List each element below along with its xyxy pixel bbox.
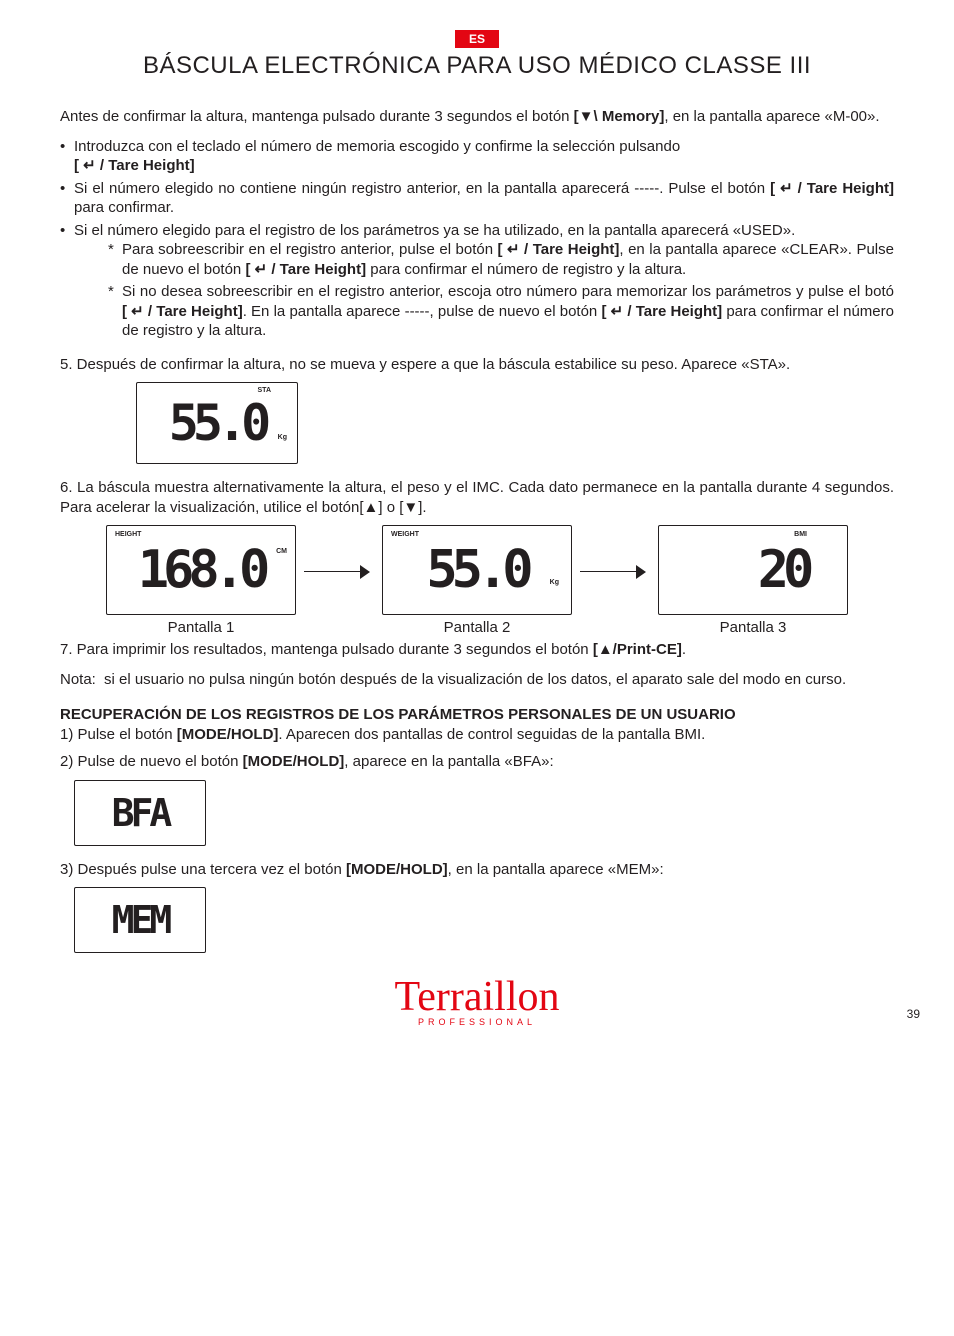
step-5: 5. Después de confirmar la altura, no se…: [60, 355, 894, 375]
display-bfa-wrap: BFA: [74, 780, 894, 846]
step6-a: 6. La báscula muestra alternativamente l…: [60, 479, 894, 516]
note-block: Nota: si el usuario no pulsa ningún botó…: [60, 670, 894, 690]
mode-hold-button-1: [MODE/HOLD]: [177, 726, 279, 743]
lcd-weight-unit: Kg: [550, 579, 559, 586]
caption-1: Pantalla 1: [106, 619, 296, 636]
b3s1-a: Para sobreescribir en el registro anteri…: [122, 241, 498, 258]
step6-mid: ] o [: [378, 499, 403, 516]
display-col-3: BMI 20 Pantalla 3: [658, 525, 848, 636]
b3s1-btn2: [ ↵ / Tare Height]: [245, 261, 366, 278]
b3s2-btn2: [ ↵ / Tare Height]: [601, 303, 722, 320]
section-heading: RECUPERACIÓN DE LOS REGISTROS DE LOS PAR…: [60, 706, 894, 723]
step6-b: ].: [418, 499, 426, 516]
note-body: si el usuario no pulsa ningún botón desp…: [60, 670, 894, 690]
print-ce-button-label: [▲/Print-CE]: [593, 641, 682, 658]
s3-a: 3) Después pulse una tercera vez el botó…: [60, 861, 346, 878]
lcd-weight-value: 55.0: [426, 540, 527, 600]
caption-3: Pantalla 3: [658, 619, 848, 636]
b3s1-c: para confirmar el número de registro y l…: [366, 261, 686, 278]
s1-a: 1) Pulse el botón: [60, 726, 177, 743]
caption-2: Pantalla 2: [382, 619, 572, 636]
page-title: BÁSCULA ELECTRÓNICA PARA USO MÉDICO CLAS…: [60, 52, 894, 80]
step-7: 7. Para imprimir los resultados, manteng…: [60, 640, 894, 660]
up-triangle-icon: ▲: [364, 499, 379, 516]
lcd-mem: MEM: [74, 887, 206, 953]
mode-hold-button-3: [MODE/HOLD]: [346, 861, 448, 878]
s1-b: . Aparecen dos pantallas de control segu…: [278, 726, 705, 743]
lcd-height: HEIGHT 168.0 CM: [106, 525, 296, 615]
bullet-1: Introduzca con el teclado el número de m…: [60, 137, 894, 176]
page-header: ES BÁSCULA ELECTRÓNICA PARA USO MÉDICO C…: [60, 30, 894, 80]
step7-b: .: [682, 641, 686, 658]
step-6: 6. La báscula muestra alternativamente l…: [60, 478, 894, 517]
lcd-bmi: BMI 20: [658, 525, 848, 615]
b3s2-b: . En la pantalla aparece -----, pulse de…: [243, 303, 602, 320]
document-page: ES BÁSCULA ELECTRÓNICA PARA USO MÉDICO C…: [0, 0, 954, 1047]
brand-subtitle: PROFESSIONAL: [60, 1017, 894, 1027]
lcd-mem-value: MEM: [112, 898, 169, 942]
tare-height-button-1: [ ↵ / Tare Height]: [74, 157, 195, 174]
step-s1: 1) Pulse el botón [MODE/HOLD]. Aparecen …: [60, 725, 894, 745]
tare-height-button-2: [ ↵ / Tare Height]: [770, 180, 894, 197]
brand-name: Terraillon: [60, 973, 894, 1021]
memory-button-label: [▼\ Memory]: [574, 108, 665, 125]
step7-a: 7. Para imprimir los resultados, manteng…: [60, 641, 593, 658]
bullet-3: Si el número elegido para el registro de…: [60, 221, 894, 341]
display-mem-wrap: MEM: [74, 887, 894, 953]
arrow-icon-2: [580, 567, 650, 577]
step-s2: 2) Pulse de nuevo el botón [MODE/HOLD], …: [60, 752, 894, 772]
intro-text-b: , en la pantalla aparece «M-00».: [664, 108, 879, 125]
lcd-height-unit: CM: [276, 548, 287, 555]
display-row-3: HEIGHT 168.0 CM Pantalla 1 WEIGHT 55.0 K…: [60, 525, 894, 636]
bullet-3-text: Si el número elegido para el registro de…: [74, 222, 795, 239]
lcd-display-sta: STA 55.0 Kg: [136, 382, 298, 464]
b3s2-a: Si no desea sobreescribir en el registro…: [122, 283, 894, 300]
bullet-3-sub-2: Si no desea sobreescribir en el registro…: [74, 282, 894, 341]
lcd-sta-unit: Kg: [278, 434, 287, 441]
lcd-bmi-label: BMI: [794, 531, 807, 538]
bullet-list: Introduzca con el teclado el número de m…: [60, 137, 894, 341]
down-triangle-icon: ▼: [403, 499, 418, 516]
s3-b: , en la pantalla aparece «MEM»:: [448, 861, 664, 878]
lcd-bfa-value: BFA: [112, 791, 169, 835]
display-col-1: HEIGHT 168.0 CM Pantalla 1: [106, 525, 296, 636]
lcd-sta-value: 55.0: [169, 394, 265, 452]
lcd-weight: WEIGHT 55.0 Kg: [382, 525, 572, 615]
note-label: Nota:: [60, 671, 96, 688]
b3s2-btn: [ ↵ / Tare Height]: [122, 303, 243, 320]
bullet-3-sub-1: Para sobreescribir en el registro anteri…: [74, 240, 894, 279]
bullet-1-text: Introduzca con el teclado el número de m…: [74, 138, 680, 155]
intro-paragraph: Antes de confirmar la altura, mantenga p…: [60, 108, 894, 127]
display-single-wrap: STA 55.0 Kg: [136, 382, 894, 464]
mode-hold-button-2: [MODE/HOLD]: [243, 753, 345, 770]
page-number: 39: [907, 1007, 920, 1021]
lcd-bmi-value: 20: [698, 540, 809, 600]
step-s3: 3) Después pulse una tercera vez el botó…: [60, 860, 894, 880]
bullet-2-text-b: para confirmar.: [74, 199, 174, 216]
lcd-height-label: HEIGHT: [115, 531, 141, 538]
display-col-2: WEIGHT 55.0 Kg Pantalla 2: [382, 525, 572, 636]
bullet-2-text-a: Si el número elegido no contiene ningún …: [74, 180, 770, 197]
lcd-weight-label: WEIGHT: [391, 531, 419, 538]
intro-text-a: Antes de confirmar la altura, mantenga p…: [60, 108, 574, 125]
lcd-sta-indicator: STA: [258, 387, 271, 394]
lcd-bfa: BFA: [74, 780, 206, 846]
s2-b: , aparece en la pantalla «BFA»:: [344, 753, 553, 770]
arrow-icon-1: [304, 567, 374, 577]
brand-logo: Terraillon PROFESSIONAL: [60, 973, 894, 1027]
language-badge: ES: [455, 30, 499, 48]
bullet-2: Si el número elegido no contiene ningún …: [60, 179, 894, 218]
s2-a: 2) Pulse de nuevo el botón: [60, 753, 243, 770]
lcd-height-value: 168.0: [138, 540, 265, 600]
b3s1-btn: [ ↵ / Tare Height]: [498, 241, 620, 258]
